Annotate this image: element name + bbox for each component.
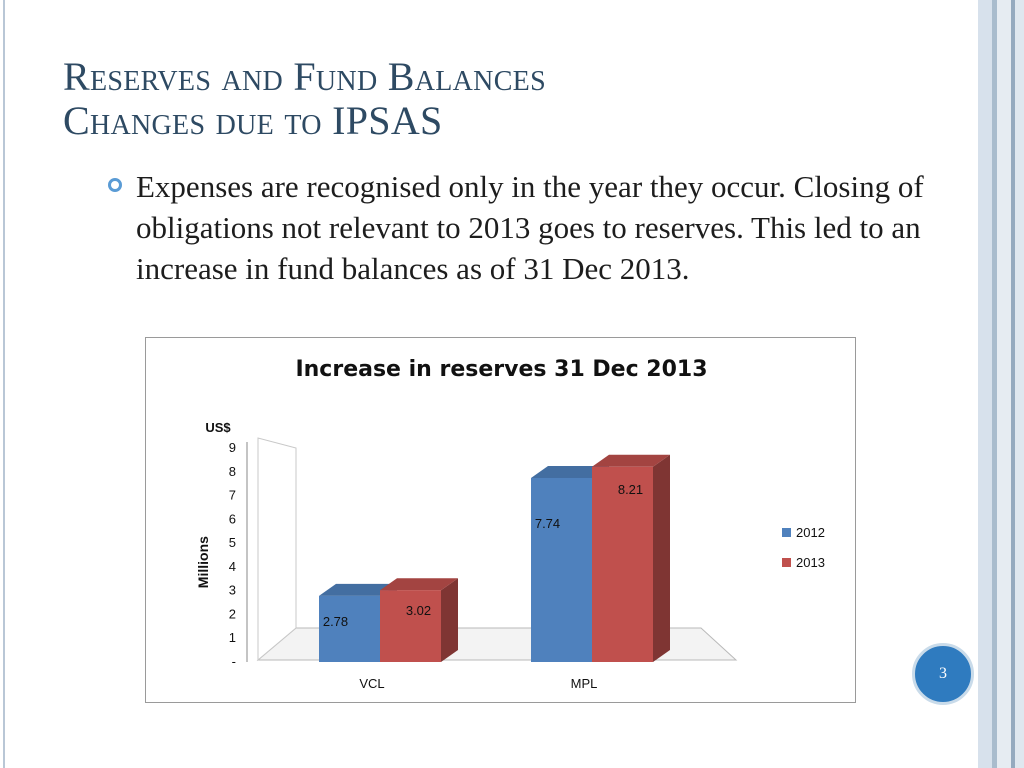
bullet-text: Expenses are recognised only in the year… <box>136 169 924 286</box>
data-label: 3.02 <box>406 603 431 618</box>
legend-swatch <box>782 558 791 567</box>
x-tick-label: MPL <box>571 676 598 691</box>
bar-top <box>319 583 397 596</box>
decorative-stripe <box>997 0 1011 768</box>
chart-back-wall <box>257 437 297 662</box>
chart-frame: Increase in reserves 31 Dec 2013 - 1 2 3 4 5 6… <box>145 337 856 703</box>
bar <box>380 590 441 662</box>
page-number: 3 <box>939 665 947 682</box>
bar-top <box>531 465 609 478</box>
left-border-line <box>3 0 5 768</box>
bar-side <box>653 454 670 662</box>
chart-plot: - 1 2 3 4 5 6 7 8 9 US$ Millions 2.78 3.02 VCL 7.74 8.21… <box>195 420 825 691</box>
circle-bullet-icon <box>108 178 122 192</box>
y-tick-label: 8 <box>229 464 236 479</box>
decorative-stripe <box>992 0 997 768</box>
slide-title: Reserves and Fund Balances Changes due t… <box>63 55 546 143</box>
chart-title: Increase in reserves 31 Dec 2013 <box>295 357 708 382</box>
bar-top <box>380 578 458 591</box>
bar-side <box>441 578 458 662</box>
y-tick-label: 7 <box>229 488 236 503</box>
y-tick-label: 4 <box>229 559 236 574</box>
bar <box>592 466 653 662</box>
legend-label: 2013 <box>796 555 825 570</box>
page-number-badge: 3 <box>912 643 974 705</box>
decorative-stripe <box>1015 0 1024 768</box>
right-decorative-stripes <box>978 0 1024 768</box>
y-tick-label: 5 <box>229 535 236 550</box>
y-tick-label: 1 <box>229 630 236 645</box>
data-label: 2.78 <box>323 614 348 629</box>
bar-top <box>592 454 670 467</box>
decorative-stripe <box>1011 0 1015 768</box>
decorative-stripe <box>978 0 992 768</box>
legend-label: 2012 <box>796 525 825 540</box>
y-tick-label: 2 <box>229 606 236 621</box>
x-tick-label: VCL <box>359 676 384 691</box>
slide-title-line2: Changes due to IPSAS <box>63 98 443 143</box>
bullet-list: Expenses are recognised only in the year… <box>105 166 925 289</box>
y-tick-label: - <box>232 654 236 669</box>
legend-swatch <box>782 528 791 537</box>
bar <box>319 595 380 662</box>
y-tick-label: 3 <box>229 583 236 598</box>
data-label: 8.21 <box>618 482 643 497</box>
y-tick-label: 6 <box>229 511 236 526</box>
y-tick-label: 9 <box>229 440 236 455</box>
slide-title-line1: Reserves and Fund Balances <box>63 54 546 99</box>
data-label: 7.74 <box>535 516 560 531</box>
bar <box>531 477 592 662</box>
y-unit-label: US$ <box>205 420 231 435</box>
y-axis-title: Millions <box>195 536 211 588</box>
